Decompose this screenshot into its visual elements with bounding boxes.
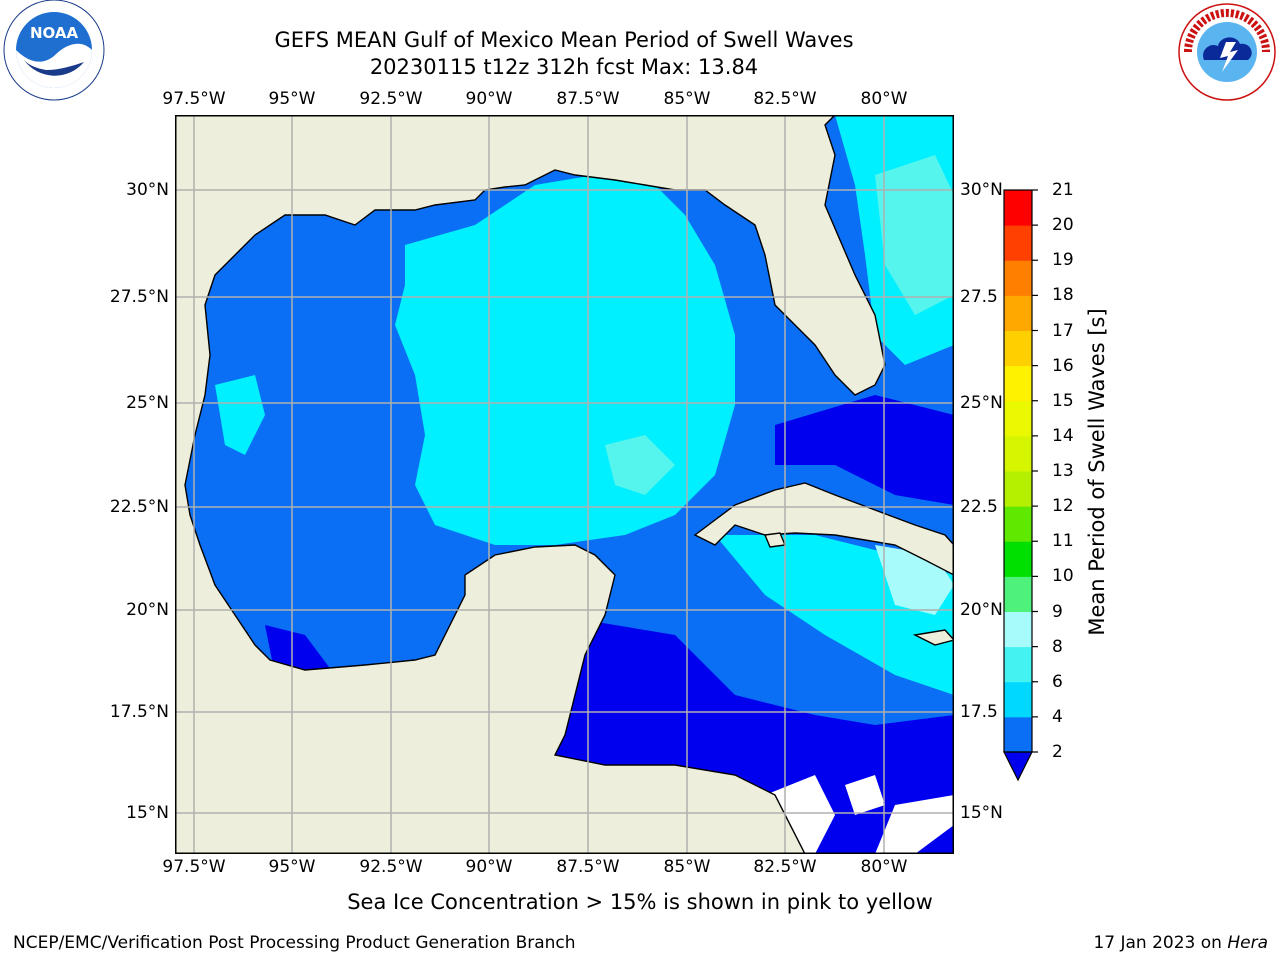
colorbar-tick-label: 12 [1052, 496, 1074, 517]
lon-tick-top: 92.5°W [359, 89, 423, 109]
colorbar-tick-label: 13 [1052, 461, 1074, 481]
colorbar-tick-label: 8 [1052, 636, 1063, 657]
lat-tick-right: 17.5 [960, 702, 998, 722]
chart-subtitle: 20230115 t12z 312h fcst Max: 13.84 [369, 55, 759, 79]
footer-credit: NCEP/EMC/Verification Post Processing Pr… [13, 933, 576, 953]
colorbar-tick-label: 2 [1052, 742, 1063, 762]
colorbar-tick-label: 19 [1052, 250, 1074, 271]
colorbar [1003, 189, 1038, 782]
colorbar-segment [1004, 471, 1032, 507]
lat-tick-left: 27.5°N [109, 287, 169, 307]
colorbar-extend-arrow [1003, 751, 1033, 782]
lat-tick-left: 22.5°N [109, 497, 169, 517]
colorbar-tick-label: 17 [1052, 320, 1074, 341]
lon-tick-top: 85°W [663, 89, 711, 109]
colorbar-tick-label: 15 [1052, 390, 1074, 411]
colorbar-tick-label: 10 [1052, 566, 1074, 587]
lon-tick-bottom: 97.5°W [162, 857, 226, 877]
lat-tick-left: 17.5°N [109, 702, 169, 722]
colorbar-tick-label: 11 [1052, 531, 1074, 552]
land-mass [175, 115, 954, 854]
colorbar-segment [1004, 576, 1032, 612]
colorbar-segment [1004, 541, 1032, 577]
lat-tick-right: 20°N [960, 600, 1003, 620]
svg-text:NOAA: NOAA [30, 24, 79, 42]
map-panel [175, 115, 954, 854]
colorbar-segment [1004, 646, 1032, 683]
swell-light-cyan-patch [605, 435, 675, 495]
lon-tick-bottom: 80°W [860, 857, 908, 877]
lat-tick-right: 30°N [960, 180, 1003, 200]
lon-tick-top: 87.5°W [556, 89, 620, 109]
colorbar-tick-label: 9 [1052, 601, 1063, 622]
lon-tick-bottom: 87.5°W [556, 857, 620, 877]
lon-tick-bottom: 85°W [663, 857, 711, 877]
lon-tick-top: 80°W [860, 89, 908, 109]
swell-light-cyan-patch-2 [875, 155, 954, 315]
colorbar-label: Mean Period of Swell Waves [s] [1085, 308, 1109, 636]
lon-tick-top: 95°W [268, 89, 316, 109]
lat-tick-right: 27.5 [960, 287, 998, 307]
lat-tick-left: 20°N [126, 600, 169, 620]
map-grid [175, 115, 954, 854]
colorbar-segment [1004, 190, 1032, 226]
noaa-logo: NOAA [3, 0, 105, 101]
lon-tick-bottom: 82.5°W [753, 857, 817, 877]
colorbar-tick-label: 6 [1052, 671, 1063, 692]
lat-tick-left: 30°N [126, 180, 169, 200]
lat-tick-right: 22.5 [960, 497, 998, 517]
colorbar-segment [1004, 716, 1032, 753]
lon-tick-bottom: 95°W [268, 857, 316, 877]
footer-date: 17 Jan 2023 on [1093, 933, 1222, 953]
lat-tick-right: 25°N [960, 393, 1003, 413]
colorbar-segment [1004, 295, 1032, 331]
footer-date-stamp: 17 Jan 2023 on Hera [1093, 933, 1268, 953]
colorbar-tick-label: 18 [1052, 285, 1074, 306]
colorbar-segment [1004, 225, 1032, 261]
sea-ice-note: Sea Ice Concentration > 15% is shown in … [347, 890, 933, 914]
colorbar-segment [1004, 260, 1032, 296]
lon-tick-top: 97.5°W [162, 89, 226, 109]
footer-machine: Hera [1227, 933, 1268, 953]
lon-tick-top: 90°W [465, 89, 513, 109]
lon-tick-bottom: 92.5°W [359, 857, 423, 877]
colorbar-segment [1004, 435, 1032, 472]
colorbar-tick-label: 4 [1052, 706, 1063, 727]
colorbar-segment [1004, 611, 1032, 648]
colorbar-segment [1004, 506, 1032, 542]
swell-cyan-region-west [215, 375, 265, 455]
nodata-patch-3 [875, 795, 954, 854]
nws-logo [1178, 3, 1276, 101]
map-frame [175, 115, 954, 854]
swell-deep-patch-florida-strait [775, 395, 954, 505]
colorbar-segment [1004, 681, 1032, 718]
colorbar-tick-label: 20 [1052, 215, 1074, 236]
colorbar-tick-label: 21 [1052, 180, 1074, 200]
lat-tick-left: 15°N [126, 803, 169, 823]
lat-tick-right: 15°N [960, 803, 1003, 823]
nodata-patch-2 [845, 775, 885, 815]
lon-tick-bottom: 90°W [465, 857, 513, 877]
colorbar-tick-label: 16 [1052, 355, 1074, 376]
lat-tick-left: 25°N [126, 393, 169, 413]
colorbar-segment [1004, 365, 1032, 402]
lon-tick-top: 82.5°W [753, 89, 817, 109]
colorbar-segment [1004, 400, 1032, 437]
colorbar-segment [1004, 330, 1032, 367]
colorbar-tick-label: 14 [1052, 425, 1074, 446]
chart-title: GEFS MEAN Gulf of Mexico Mean Period of … [274, 28, 854, 52]
